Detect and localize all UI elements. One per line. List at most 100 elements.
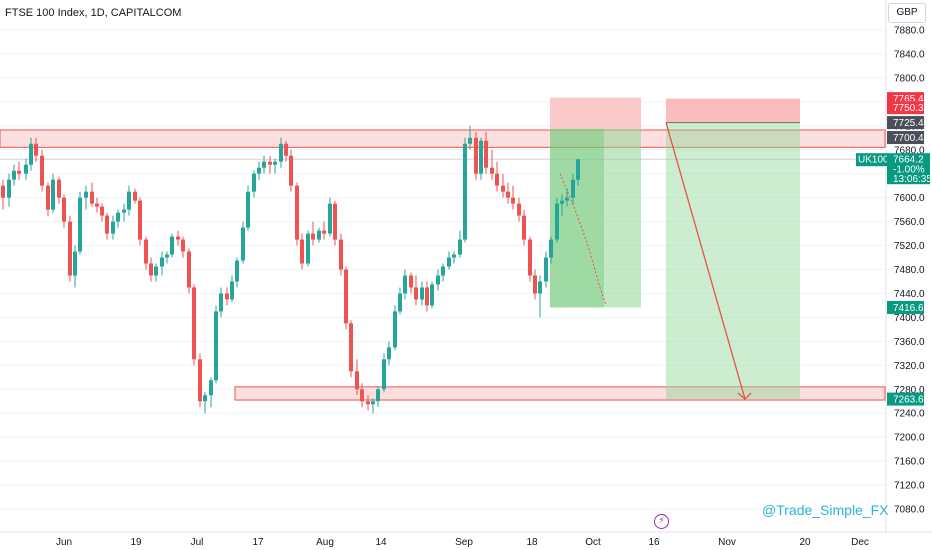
candle-body bbox=[51, 179, 55, 210]
price-tag: 7263.6 bbox=[887, 392, 924, 406]
candle-body bbox=[328, 203, 332, 234]
candle bbox=[268, 155, 272, 174]
candle-body bbox=[100, 206, 104, 216]
candle-body bbox=[144, 239, 148, 264]
candle bbox=[517, 197, 521, 222]
candle bbox=[355, 359, 359, 396]
candle bbox=[133, 188, 137, 204]
candle-body bbox=[289, 155, 293, 186]
projection-line[interactable] bbox=[665, 122, 746, 400]
x-tick-label: 20 bbox=[799, 537, 811, 548]
candle-body bbox=[393, 311, 397, 348]
candle bbox=[447, 251, 451, 270]
candle-body bbox=[571, 179, 575, 198]
candle bbox=[339, 233, 343, 276]
candle-body bbox=[387, 347, 391, 360]
candle bbox=[484, 131, 488, 174]
candle-body bbox=[138, 200, 142, 240]
candle bbox=[122, 203, 126, 222]
candle bbox=[17, 161, 21, 180]
position-stop-zone[interactable] bbox=[550, 97, 641, 129]
candle-body bbox=[127, 191, 131, 210]
price-tag-bg bbox=[887, 116, 924, 130]
y-tick-label: 7320.0 bbox=[894, 361, 925, 372]
x-tick-label: Sep bbox=[455, 537, 473, 548]
candle bbox=[279, 137, 283, 168]
candle bbox=[73, 245, 77, 288]
candle-body bbox=[560, 200, 564, 204]
candle-body bbox=[1, 185, 5, 198]
candle-body bbox=[90, 191, 94, 204]
y-axis[interactable]: 7880.07840.07800.07760.07720.07680.07640… bbox=[885, 0, 925, 532]
candle-body bbox=[317, 230, 321, 240]
candle-body bbox=[555, 203, 559, 240]
candle bbox=[214, 305, 218, 384]
position-target-zone[interactable] bbox=[550, 128, 641, 308]
candle-body bbox=[360, 389, 364, 402]
candle bbox=[344, 266, 348, 330]
candle-body bbox=[68, 221, 72, 276]
candle-body bbox=[479, 140, 483, 174]
candle bbox=[371, 398, 375, 414]
candle bbox=[436, 269, 440, 291]
projected-stop-zone[interactable] bbox=[666, 98, 800, 123]
price-tag: 7725.4 bbox=[887, 116, 924, 130]
price-tag: 7700.4 bbox=[887, 131, 924, 145]
positions[interactable] bbox=[550, 97, 800, 400]
candle bbox=[452, 251, 456, 264]
candle-body bbox=[430, 284, 434, 306]
candle-body bbox=[230, 281, 234, 300]
lightning-icon[interactable]: ⚡ bbox=[654, 514, 669, 529]
candle-body bbox=[376, 389, 380, 402]
candle-body bbox=[425, 287, 429, 306]
x-tick-label: 16 bbox=[648, 537, 660, 548]
y-tick-label: 7280.0 bbox=[894, 385, 925, 396]
candle-body bbox=[34, 143, 38, 156]
y-tick-label: 7680.0 bbox=[894, 145, 925, 156]
projection-arrow[interactable] bbox=[665, 122, 752, 400]
candle bbox=[560, 194, 564, 216]
candle-body bbox=[46, 185, 50, 210]
candle bbox=[533, 269, 537, 300]
candle bbox=[62, 194, 66, 228]
candle bbox=[511, 185, 515, 210]
candle-body bbox=[198, 359, 202, 402]
y-tick-label: 7560.0 bbox=[894, 217, 925, 228]
candle bbox=[241, 221, 245, 264]
candles bbox=[1, 125, 580, 414]
candle-body bbox=[565, 197, 569, 201]
candle bbox=[160, 251, 164, 276]
candle-body bbox=[29, 143, 33, 165]
candle bbox=[1, 179, 5, 210]
candle-body bbox=[549, 239, 553, 258]
supply-zone[interactable] bbox=[0, 129, 886, 148]
price-tag-label: 7750.3 bbox=[893, 103, 924, 114]
candle bbox=[495, 161, 499, 192]
demand-zone[interactable] bbox=[234, 386, 886, 401]
candle bbox=[420, 281, 424, 306]
projected-target-zone[interactable] bbox=[666, 122, 800, 400]
candle bbox=[576, 158, 580, 186]
candle bbox=[360, 383, 364, 408]
candle-body bbox=[495, 173, 499, 186]
candle bbox=[555, 197, 559, 243]
chart-title: FTSE 100 Index, 1D, CAPITALCOM bbox=[5, 7, 181, 19]
candle bbox=[40, 149, 44, 192]
last-price-value: 7664.2 bbox=[893, 155, 924, 166]
candle bbox=[198, 353, 202, 408]
candle bbox=[506, 182, 510, 204]
candle-body bbox=[262, 161, 266, 168]
candle bbox=[528, 236, 532, 282]
currency-button[interactable]: GBP bbox=[888, 3, 926, 23]
candle bbox=[144, 236, 148, 270]
candle-body bbox=[170, 236, 174, 255]
candle-body bbox=[522, 215, 526, 240]
x-axis[interactable]: Jun 19 Jul 17 Aug 14 Sep 18 Oct 16 Nov 20 Dec bbox=[0, 531, 932, 548]
last-price-badge: UK100 7664.2-1.00%13:06:35 bbox=[856, 153, 932, 185]
candle bbox=[414, 275, 418, 306]
candle bbox=[289, 149, 293, 192]
candle bbox=[349, 320, 353, 378]
candle bbox=[522, 209, 526, 246]
candle bbox=[127, 185, 131, 216]
